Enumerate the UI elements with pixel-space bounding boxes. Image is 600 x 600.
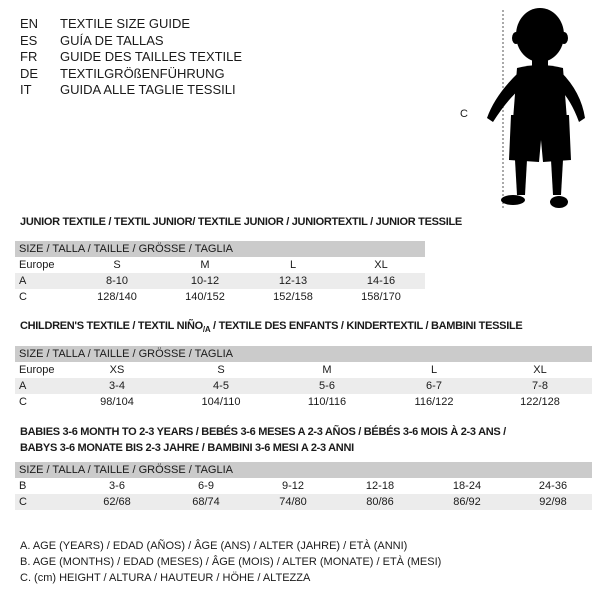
babies-title-line2: BABYS 3-6 MONATE BIS 2-3 JAHRE / BAMBINI… [20, 442, 354, 454]
table-cell: 110/116 [307, 396, 347, 408]
table-row: C 98/104 104/110 110/116 116/122 122/128 [15, 394, 592, 410]
table-cell: 8-10 [105, 275, 129, 287]
row-label: B [19, 480, 27, 492]
language-code: FR [20, 49, 38, 64]
language-row: IT GUIDA ALLE TAGLIE TESSILI [20, 82, 242, 99]
height-label: C [460, 108, 468, 120]
children-size-table: SIZE / TALLA / TAILLE / GRÖSSE / TAGLIA E… [15, 346, 592, 410]
table-cell: L [430, 364, 438, 376]
table-cell: 98/104 [100, 396, 134, 408]
row-label: A [19, 380, 27, 392]
language-code: IT [20, 82, 32, 97]
row-label: Europe [19, 364, 55, 376]
language-title: GUIDE DES TAILLES TEXTILE [60, 49, 243, 64]
table-cell: 128/140 [97, 291, 137, 303]
table-row: Europe XS S M L XL [15, 362, 592, 378]
size-header: SIZE / TALLA / TAILLE / GRÖSSE / TAGLIA [15, 241, 425, 257]
language-row: FR GUIDE DES TAILLES TEXTILE [20, 49, 242, 66]
language-list: EN TEXTILE SIZE GUIDE ES GUÍA DE TALLAS FR GU… [20, 16, 242, 99]
legend-item: A. AGE (YEARS) / EDAD (AÑOS) / ÂGE (ANS)… [20, 540, 408, 552]
row-label: C [19, 291, 27, 303]
table-cell: S [113, 259, 121, 271]
table-cell: 104/110 [201, 396, 241, 408]
babies-size-table: SIZE / TALLA / TAILLE / GRÖSSE / TAGLIA B… [15, 462, 592, 510]
language-row: EN TEXTILE SIZE GUIDE [20, 16, 242, 33]
table-cell: 5-6 [319, 380, 335, 392]
size-header: SIZE / TALLA / TAILLE / GRÖSSE / TAGLIA [15, 462, 592, 478]
size-header: SIZE / TALLA / TAILLE / GRÖSSE / TAGLIA [15, 346, 592, 362]
table-cell: 12-13 [278, 275, 308, 287]
language-title: TEXTILE SIZE GUIDE [60, 16, 191, 31]
table-cell: 80/86 [366, 496, 394, 508]
table-cell: 12-18 [365, 480, 395, 492]
table-cell: 24-36 [538, 480, 568, 492]
junior-size-table: SIZE / TALLA / TAILLE / GRÖSSE / TAGLIA E… [15, 241, 425, 305]
table-cell: 4-5 [213, 380, 229, 392]
table-cell: 14-16 [366, 275, 396, 287]
table-row: B 3-6 6-9 9-12 12-18 18-24 24-36 [15, 478, 592, 494]
table-cell: M [200, 259, 210, 271]
row-label: A [19, 275, 27, 287]
table-cell: 92/98 [539, 496, 567, 508]
babies-title-line1: BABIES 3-6 MONTH TO 2-3 YEARS / BEBÉS 3-… [20, 426, 506, 438]
language-row: DE TEXTILGRÖßENFÜHRUNG [20, 66, 242, 83]
table-cell: 7-8 [532, 380, 548, 392]
table-row: C 62/68 68/74 74/80 80/86 86/92 92/98 [15, 494, 592, 510]
table-cell: 9-12 [281, 480, 305, 492]
children-title: CHILDREN'S TEXTILE / TEXTIL NIÑO/A / TEX… [20, 320, 523, 335]
language-code: ES [20, 32, 38, 48]
table-row: A 3-4 4-5 5-6 6-7 7-8 [15, 378, 592, 394]
table-cell: 158/170 [361, 291, 401, 303]
table-cell: L [289, 259, 297, 271]
table-cell: 122/128 [520, 396, 560, 408]
row-label: Europe [19, 259, 55, 271]
language-title: GUÍA DE TALLAS [60, 32, 164, 48]
table-cell: XL [374, 259, 388, 271]
language-title: GUIDA ALLE TAGLIE TESSILI [60, 82, 236, 97]
table-cell: 86/92 [453, 496, 481, 508]
table-cell: S [217, 364, 225, 376]
table-cell: 10-12 [190, 275, 220, 287]
table-cell: 6-7 [426, 380, 442, 392]
child-silhouette-icon [487, 8, 585, 210]
table-cell: M [322, 364, 332, 376]
table-row: A 8-10 10-12 12-13 14-16 [15, 273, 425, 289]
legend-item: B. AGE (MONTHS) / EDAD (MESES) / ÂGE (MO… [20, 556, 442, 568]
language-title: TEXTILGRÖßENFÜHRUNG [60, 65, 225, 81]
legend-item: C. (cm) HEIGHT / ALTURA / HAUTEUR / HÖHE… [20, 572, 311, 584]
table-cell: 74/80 [279, 496, 307, 508]
table-row: C 128/140 140/152 152/158 158/170 [15, 289, 425, 305]
table-cell: 62/68 [103, 496, 131, 508]
table-cell: 140/152 [185, 291, 225, 303]
row-label: C [19, 496, 27, 508]
table-cell: XL [533, 364, 547, 376]
table-cell: XS [109, 364, 125, 376]
table-cell: 6-9 [198, 480, 214, 492]
table-cell: 116/122 [414, 396, 454, 408]
row-label: C [19, 396, 27, 408]
table-cell: 68/74 [192, 496, 220, 508]
legend: A. AGE (YEARS) / EDAD (AÑOS) / ÂGE (ANS)… [20, 538, 441, 586]
table-cell: 18-24 [452, 480, 482, 492]
table-cell: 3-6 [109, 480, 125, 492]
junior-title: JUNIOR TEXTILE / TEXTIL JUNIOR/ TEXTILE … [20, 216, 462, 228]
table-cell: 152/158 [273, 291, 313, 303]
language-code: EN [20, 16, 39, 31]
table-cell: 3-4 [109, 380, 125, 392]
table-row: Europe S M L XL [15, 257, 425, 273]
language-row: ES GUÍA DE TALLAS [20, 33, 242, 50]
language-code: DE [20, 65, 39, 81]
